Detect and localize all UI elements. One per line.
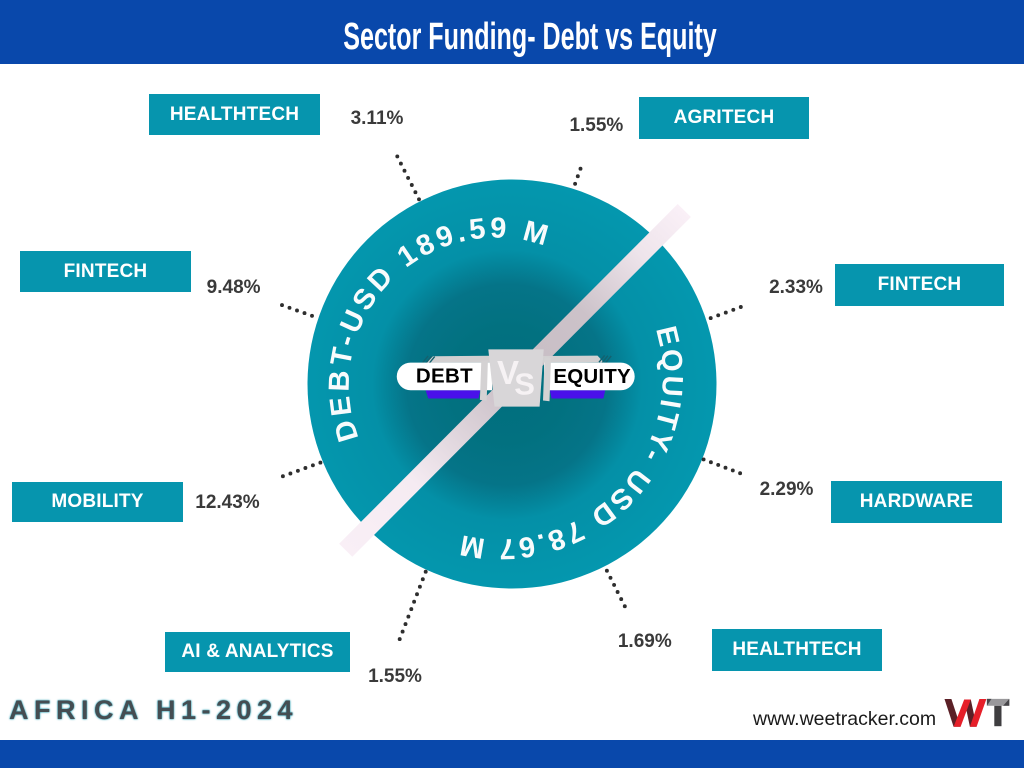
svg-text:S: S [514, 367, 535, 402]
svg-text:DEBT: DEBT [416, 364, 473, 387]
svg-text:V: V [497, 354, 519, 391]
svg-text:EQUITY: EQUITY [553, 365, 631, 388]
